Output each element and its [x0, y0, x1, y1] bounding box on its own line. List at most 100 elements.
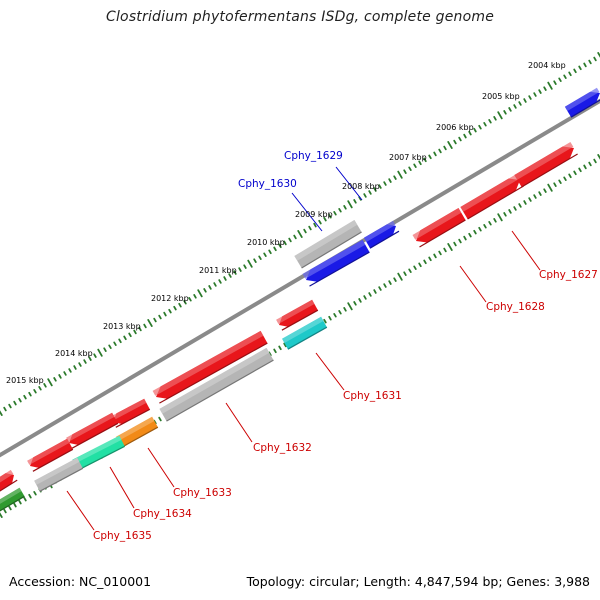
- outer-minor-tick: [518, 101, 522, 106]
- gene-feature: [72, 435, 125, 471]
- outer-minor-tick: [283, 240, 287, 246]
- outer-minor-tick: [338, 207, 342, 213]
- inner-minor-tick: [568, 173, 572, 179]
- outer-minor-tick: [583, 62, 587, 68]
- gene-shadow: [281, 309, 319, 331]
- gene-highlight: [110, 398, 147, 421]
- outer-minor-tick: [323, 216, 327, 222]
- outer-minor-tick: [353, 199, 357, 204]
- outer-minor-tick: [328, 213, 332, 219]
- gene-highlight: [0, 487, 22, 504]
- outer-minor-tick: [578, 65, 582, 71]
- inner-minor-tick: [393, 277, 397, 282]
- gene-highlight: [34, 457, 80, 485]
- outer-minor-tick: [213, 282, 217, 287]
- outer-minor-tick: [293, 234, 297, 240]
- gene-label-cphy-1632[interactable]: Cphy_1632: [253, 442, 312, 454]
- label-leader-line: [147, 447, 175, 488]
- gene-label-cphy-1629[interactable]: Cphy_1629: [284, 150, 343, 162]
- outer-major-tick: [297, 229, 303, 239]
- inner-minor-tick: [358, 298, 362, 303]
- gene-shadow: [301, 231, 362, 269]
- outer-minor-tick: [38, 385, 42, 391]
- outer-minor-tick: [488, 119, 492, 124]
- outer-minor-tick: [428, 154, 432, 160]
- gene-shadow: [0, 495, 25, 512]
- gene-label-cphy-1631[interactable]: Cphy_1631: [343, 390, 402, 402]
- gene-highlight: [364, 220, 396, 242]
- outer-minor-tick: [123, 335, 127, 341]
- kbp-tick-label: 2004 kbp: [528, 61, 566, 70]
- outer-minor-tick: [143, 323, 147, 329]
- label-leader-lines: [66, 166, 541, 531]
- gene-shadow: [71, 422, 119, 449]
- inner-minor-tick: [268, 351, 272, 357]
- outer-minor-tick: [528, 95, 532, 100]
- gene-label-cphy-1635[interactable]: Cphy_1635: [93, 530, 152, 542]
- outer-minor-tick: [13, 400, 17, 406]
- outer-minor-tick: [158, 314, 162, 320]
- gene-label-cphy-1630[interactable]: Cphy_1630: [238, 178, 297, 190]
- outer-minor-tick: [288, 237, 292, 243]
- gene-feature: [276, 299, 319, 331]
- gene-label-cphy-1633[interactable]: Cphy_1633: [173, 487, 232, 499]
- label-leader-line: [459, 265, 487, 303]
- inner-minor-tick: [593, 158, 597, 164]
- inner-minor-tick: [423, 259, 427, 265]
- outer-minor-tick: [238, 267, 242, 272]
- gene-highlight: [294, 220, 358, 261]
- gene-body: [0, 487, 25, 511]
- gene-highlight: [152, 330, 264, 396]
- inner-minor-tick: [513, 206, 517, 211]
- inner-major-tick: [0, 512, 3, 518]
- gene-body: [460, 178, 520, 219]
- inner-minor-tick: [3, 508, 7, 514]
- outer-minor-tick: [163, 311, 167, 317]
- genome-summary-text: Topology: circular; Length: 4,847,594 bp…: [246, 574, 590, 589]
- outer-minor-tick: [3, 406, 7, 412]
- outer-minor-tick: [453, 139, 457, 145]
- inner-minor-tick: [463, 235, 467, 241]
- inner-minor-tick: [283, 342, 287, 348]
- outer-major-tick: [97, 348, 103, 357]
- gene-highlight: [460, 174, 520, 212]
- outer-minor-tick: [83, 359, 87, 364]
- outer-minor-tick: [473, 127, 477, 133]
- outer-minor-tick: [8, 403, 12, 409]
- inner-minor-tick: [403, 271, 407, 277]
- outer-minor-tick: [138, 326, 142, 332]
- inner-minor-tick: [413, 265, 417, 271]
- gene-label-cphy-1627[interactable]: Cphy_1627: [539, 269, 598, 281]
- gene-highlight: [0, 469, 14, 483]
- gene-label-cphy-1628[interactable]: Cphy_1628: [486, 301, 545, 313]
- outer-major-tick: [597, 52, 600, 58]
- outer-minor-tick: [78, 362, 82, 367]
- inner-minor-tick: [273, 348, 277, 354]
- outer-minor-tick: [393, 175, 397, 180]
- outer-minor-tick: [18, 397, 22, 403]
- inner-minor-tick: [528, 197, 532, 202]
- inner-minor-tick: [443, 247, 447, 253]
- gene-label-cphy-1634[interactable]: Cphy_1634: [133, 508, 192, 520]
- outer-minor-tick: [558, 77, 562, 82]
- inner-minor-tick: [523, 200, 527, 205]
- outer-minor-tick: [443, 145, 447, 151]
- outer-major-tick: [547, 81, 553, 90]
- outer-minor-tick: [33, 388, 37, 394]
- inner-minor-tick: [333, 312, 337, 318]
- gene-shadow: [309, 251, 370, 287]
- outer-minor-tick: [183, 299, 187, 305]
- gene-shadow: [159, 342, 268, 404]
- outer-minor-tick: [153, 317, 157, 323]
- map-title: Clostridium phytofermentans ISDg, comple…: [105, 9, 495, 25]
- label-leader-line: [335, 166, 363, 201]
- gene-highlight: [302, 239, 366, 279]
- outer-minor-tick: [23, 394, 27, 400]
- outer-major-tick: [397, 170, 403, 179]
- inner-minor-tick: [573, 170, 577, 176]
- gene-highlight: [72, 435, 122, 464]
- gene-shadow: [467, 185, 524, 220]
- kbp-tick-label: 2012 kbp: [151, 294, 189, 303]
- outer-minor-tick: [483, 122, 487, 127]
